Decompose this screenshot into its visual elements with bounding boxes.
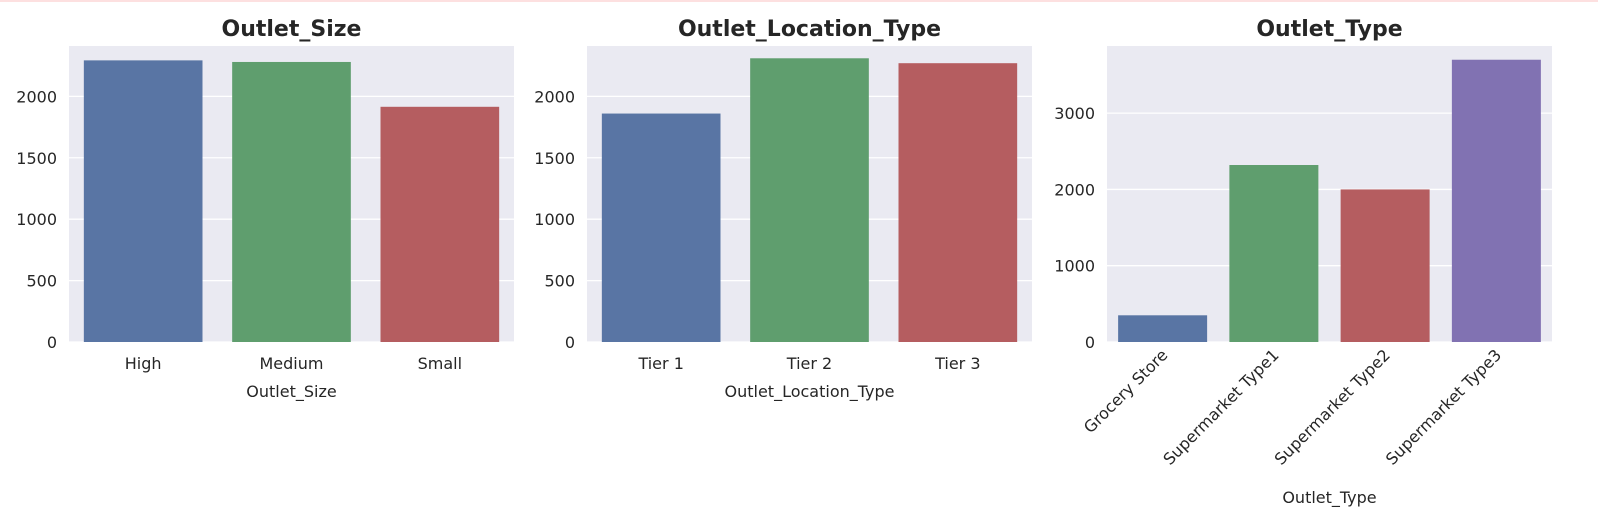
- y-tick-label: 1500: [16, 149, 57, 168]
- y-tick-label: 0: [47, 333, 57, 352]
- bar-tier-3: [898, 63, 1018, 343]
- y-tick-label: 2000: [16, 87, 57, 106]
- bar-tier-1: [601, 113, 721, 342]
- x-tick-label: Medium: [260, 354, 324, 373]
- y-tick-label: 1000: [1054, 257, 1095, 276]
- bar-small: [380, 106, 500, 342]
- x-tick-label: High: [125, 354, 162, 373]
- x-tick-label: Tier 2: [786, 354, 832, 373]
- bar-tier-2: [750, 58, 869, 342]
- y-tick-label: 500: [26, 272, 57, 291]
- y-tick-label: 1000: [534, 210, 575, 229]
- y-tick-label: 1500: [534, 149, 575, 168]
- bar-high: [83, 60, 203, 343]
- y-tick-label: 3000: [1054, 104, 1095, 123]
- chart-title: Outlet_Location_Type: [678, 17, 941, 42]
- x-tick-label: Tier 3: [934, 354, 980, 373]
- y-tick-label: 0: [1085, 333, 1095, 352]
- chart-outlet-location-type: 0 500 1000 1500 2000 Tier 1 Tier 2 Tier 3 Outlet…: [534, 17, 1032, 402]
- bar-supermarket-type1: [1229, 165, 1319, 342]
- x-axis-label: Outlet_Type: [1282, 488, 1376, 508]
- top-border-line: [0, 0, 1598, 2]
- x-tick-label: Grocery Store: [1080, 345, 1172, 437]
- chart-title: Outlet_Size: [222, 17, 362, 42]
- y-tick-label: 2000: [1054, 180, 1095, 199]
- x-tick-label: Small: [418, 354, 462, 373]
- y-tick-label: 0: [565, 333, 575, 352]
- y-tick-label: 1000: [16, 210, 57, 229]
- bar-supermarket-type3: [1451, 59, 1541, 342]
- bar-grocery-store: [1118, 315, 1208, 342]
- bar-supermarket-type2: [1340, 189, 1430, 342]
- x-tick-label: Supermarket Type1: [1159, 345, 1282, 468]
- x-tick-label: Supermarket Type2: [1271, 345, 1394, 468]
- chart-title: Outlet_Type: [1256, 17, 1402, 42]
- chart-outlet-size: 0 500 1000 1500 2000 High Medium Small Outlet_Si…: [16, 17, 514, 402]
- bar-medium: [232, 61, 351, 343]
- x-axis-label: Outlet_Size: [246, 382, 336, 402]
- x-axis-label: Outlet_Location_Type: [725, 382, 895, 402]
- x-tick-label: Tier 1: [637, 354, 683, 373]
- y-tick-label: 500: [544, 272, 575, 291]
- x-tick-label: Supermarket Type3: [1382, 345, 1505, 468]
- y-tick-label: 2000: [534, 87, 575, 106]
